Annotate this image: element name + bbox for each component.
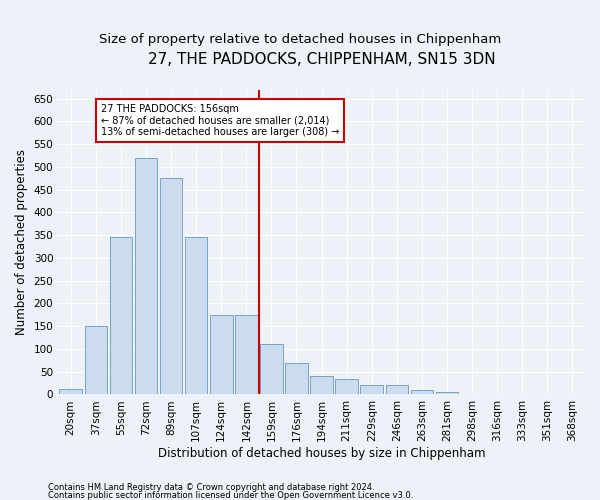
Bar — [260, 344, 283, 395]
Bar — [361, 386, 383, 394]
Bar — [285, 362, 308, 394]
Y-axis label: Number of detached properties: Number of detached properties — [15, 149, 28, 335]
Text: Contains HM Land Registry data © Crown copyright and database right 2024.: Contains HM Land Registry data © Crown c… — [48, 484, 374, 492]
Bar — [410, 390, 433, 394]
Bar — [85, 326, 107, 394]
Bar — [310, 376, 333, 394]
X-axis label: Distribution of detached houses by size in Chippenham: Distribution of detached houses by size … — [158, 447, 485, 460]
Bar — [386, 386, 408, 394]
Bar — [134, 158, 157, 394]
Bar — [235, 315, 257, 394]
Bar — [160, 178, 182, 394]
Bar — [210, 315, 233, 394]
Text: Contains public sector information licensed under the Open Government Licence v3: Contains public sector information licen… — [48, 490, 413, 500]
Bar — [335, 378, 358, 394]
Bar — [110, 238, 132, 394]
Bar — [185, 238, 208, 394]
Bar — [59, 389, 82, 394]
Title: 27, THE PADDOCKS, CHIPPENHAM, SN15 3DN: 27, THE PADDOCKS, CHIPPENHAM, SN15 3DN — [148, 52, 496, 68]
Bar — [436, 392, 458, 394]
Text: 27 THE PADDOCKS: 156sqm
← 87% of detached houses are smaller (2,014)
13% of semi: 27 THE PADDOCKS: 156sqm ← 87% of detache… — [101, 104, 339, 138]
Text: Size of property relative to detached houses in Chippenham: Size of property relative to detached ho… — [99, 32, 501, 46]
